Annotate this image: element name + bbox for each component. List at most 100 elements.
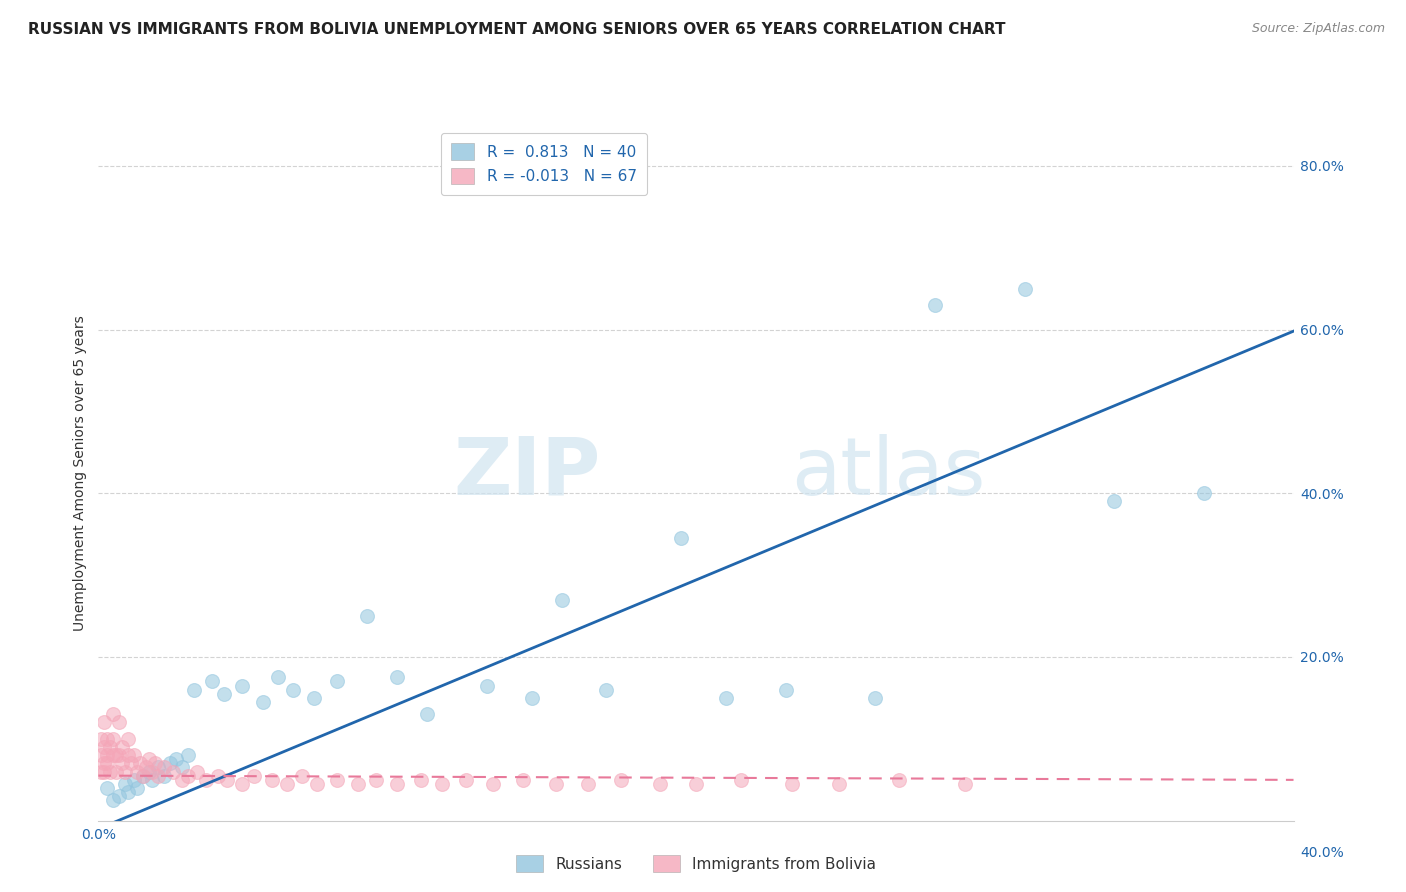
Point [512, 772, 534, 787]
Point [90, 731, 112, 746]
Point [100, 739, 122, 754]
Point [138, 752, 160, 766]
Point [550, 592, 572, 607]
Text: 40.0%: 40.0% [1301, 846, 1344, 860]
Point [411, 772, 433, 787]
Y-axis label: Unemployment Among Seniors over 65 years: Unemployment Among Seniors over 65 years [73, 315, 87, 631]
Point [105, 764, 128, 779]
Point [148, 760, 170, 774]
Point [281, 682, 304, 697]
Point [90, 748, 112, 763]
Point [100, 764, 122, 779]
Point [481, 777, 505, 791]
Point [924, 298, 946, 312]
Point [114, 764, 136, 779]
Point [212, 687, 235, 701]
Point [172, 772, 194, 787]
Point [889, 772, 911, 787]
Point [90, 764, 112, 779]
Point [430, 777, 453, 791]
Point [1192, 486, 1215, 500]
Point [544, 777, 567, 791]
Point [195, 772, 218, 787]
Point [252, 695, 274, 709]
Point [385, 777, 409, 791]
Point [520, 690, 543, 705]
Point [231, 679, 253, 693]
Point [267, 670, 290, 684]
Point [108, 715, 131, 730]
Point [114, 777, 136, 791]
Point [96, 780, 118, 795]
Point [124, 748, 146, 763]
Point [201, 674, 224, 689]
Point [302, 690, 325, 705]
Point [326, 674, 349, 689]
Point [243, 769, 266, 783]
Point [953, 777, 976, 791]
Point [454, 772, 477, 787]
Point [865, 690, 887, 705]
Point [207, 769, 229, 783]
Point [291, 769, 314, 783]
Point [117, 785, 139, 799]
Point [96, 731, 118, 746]
Legend: Russians, Immigrants from Bolivia: Russians, Immigrants from Bolivia [505, 845, 887, 882]
Point [143, 756, 166, 771]
Point [138, 764, 160, 779]
Point [780, 777, 803, 791]
Point [162, 764, 184, 779]
Point [714, 690, 737, 705]
Point [127, 764, 149, 779]
Point [105, 748, 128, 763]
Point [153, 769, 176, 783]
Point [103, 793, 125, 807]
Point [132, 769, 155, 783]
Point [356, 609, 378, 624]
Point [347, 777, 370, 791]
Point [103, 731, 125, 746]
Point [96, 756, 118, 771]
Point [108, 789, 131, 803]
Point [610, 772, 633, 787]
Point [1104, 494, 1126, 508]
Point [159, 756, 181, 771]
Point [578, 777, 600, 791]
Point [828, 777, 851, 791]
Point [111, 756, 134, 771]
Point [117, 748, 139, 763]
Point [366, 772, 388, 787]
Point [111, 739, 134, 754]
Point [215, 772, 238, 787]
Point [172, 760, 194, 774]
Point [475, 679, 498, 693]
Point [775, 682, 797, 697]
Point [93, 715, 115, 730]
Point [305, 777, 328, 791]
Point [117, 731, 139, 746]
Point [103, 748, 125, 763]
Point [260, 772, 283, 787]
Point [93, 756, 115, 771]
Point [124, 772, 146, 787]
Point [177, 769, 200, 783]
Point [120, 756, 142, 771]
Point [93, 764, 115, 779]
Point [730, 772, 752, 787]
Text: RUSSIAN VS IMMIGRANTS FROM BOLIVIA UNEMPLOYMENT AMONG SENIORS OVER 65 YEARS CORR: RUSSIAN VS IMMIGRANTS FROM BOLIVIA UNEMP… [28, 22, 1005, 37]
Point [141, 772, 163, 787]
Point [153, 760, 176, 774]
Point [276, 777, 298, 791]
Point [129, 756, 152, 771]
Point [135, 760, 157, 774]
Point [650, 777, 672, 791]
Point [669, 531, 692, 545]
Point [141, 764, 163, 779]
Point [1014, 282, 1036, 296]
Point [103, 707, 125, 722]
Point [165, 752, 187, 766]
Text: atlas: atlas [792, 434, 986, 512]
Text: Source: ZipAtlas.com: Source: ZipAtlas.com [1251, 22, 1385, 36]
Point [685, 777, 707, 791]
Point [93, 739, 115, 754]
